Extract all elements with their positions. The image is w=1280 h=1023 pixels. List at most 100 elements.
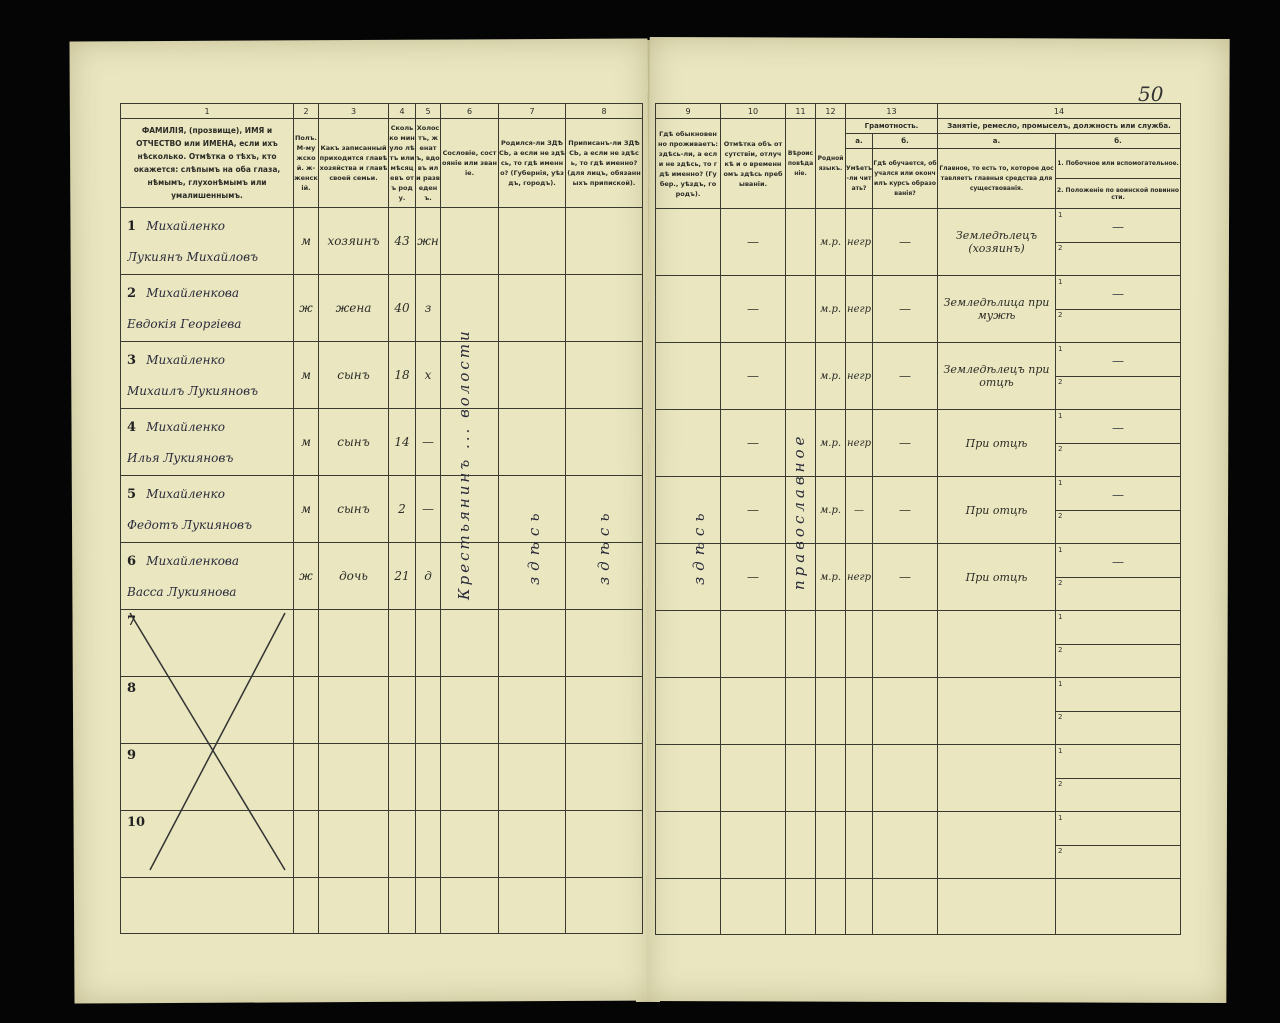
empty-cell [498,609,566,677]
vertical-entry-lives-here: здѣсь [690,507,708,586]
registered-cell [565,207,643,275]
row-number: 8 [127,681,137,696]
sub-number: 2 [1058,846,1063,855]
given-name: Федотъ Лукияновъ [127,518,253,532]
empty-cell [120,877,294,934]
empty-cell [565,810,643,878]
residence-cell [655,208,721,276]
empty-cell [785,610,816,678]
empty-cell [815,677,846,745]
empty-cell [498,810,566,878]
language-cell: м.р. [815,543,846,611]
absence-cell: — [720,208,786,276]
header-main-occupation: Главное, то есть то, которое доставляетъ… [937,148,1056,209]
empty-cell [937,878,1056,935]
empty-cell [498,877,566,934]
empty-cell [415,676,441,744]
occupation-cell: Земледѣлецъ (хозяинъ) [937,208,1056,276]
residence-cell [655,476,721,544]
side-occupation: — [1112,420,1124,435]
age-cell: 18 [388,341,416,409]
religion-cell [785,342,816,410]
subheader-letter: а. [845,133,873,149]
language-cell: м.р. [815,342,846,410]
empty-cell [937,744,1056,812]
column-header: Сколько минуло лѣтъ или мѣсяцевъ отъ род… [388,118,416,208]
empty-cell [565,877,643,934]
absence-cell: — [720,543,786,611]
empty-cell [318,877,389,934]
sub-number: 2 [1058,511,1063,520]
crossed-out-rows-mark [129,612,286,871]
marital-cell: — [415,475,441,543]
empty-cell [937,677,1056,745]
row-number: 3 [127,353,137,368]
empty-cell [293,743,319,811]
schooling-cell: — [872,275,938,343]
table-row: — м.р. негр — Земледѣлецъ при отцѣ 1—2 [655,342,1181,410]
estate-cell [440,542,499,610]
schooling-cell: — [872,543,938,611]
age-cell: 43 [388,207,416,275]
age-cell: 40 [388,274,416,342]
vertical-entry-estate: Крестьянинъ ... волости [455,328,473,600]
row-number: 4 [127,420,137,435]
age-cell: 2 [388,475,416,543]
empty-cell [440,676,499,744]
side-occupation-cell: 1 — 2 [1055,275,1181,343]
estate-cell [440,207,499,275]
sub-number: 1 [1058,210,1063,219]
absence-cell: — [720,409,786,477]
subheader-letter: а. [937,133,1056,149]
given-name: Лукиянъ Михайловъ [127,250,259,264]
sub-number: 1 [1058,411,1063,420]
sub-number: 2 [1058,712,1063,721]
census-table-right: 9 10 11 12 13 14 Гдѣ обыкновенно прожива… [655,103,1181,935]
schooling-cell: — [872,342,938,410]
name-cell: 9 [120,743,294,811]
born-cell [498,408,566,476]
empty-cell [1055,878,1181,935]
header-residence: Гдѣ обыкновенно проживаетъ: здѣсь-ли, а … [655,118,721,209]
relation-cell: сынъ [318,408,389,476]
column-header: Какъ записанный приходится главѣ хозяйст… [318,118,389,208]
empty-cell [845,610,873,678]
residence-cell [655,543,721,611]
marital-cell: з [415,274,441,342]
side-occupation-cell: 1 — 2 [1055,543,1181,611]
marital-cell: — [415,408,441,476]
given-name: Евдокія Георгіева [127,317,242,331]
sub-number: 1 [1058,612,1063,621]
empty-cell [318,676,389,744]
empty-cell [655,677,721,745]
occupation-cell: При отцѣ [937,409,1056,477]
table-footer [120,877,643,934]
occupation-cell: Земледѣлецъ при отцѣ [937,342,1056,410]
table-row: — м.р. — — При отцѣ 1—2 [655,476,1181,544]
sub-number: 1 [1058,478,1063,487]
vertical-entry-born-here: здѣсь [525,507,543,586]
side-occupation: — [1112,487,1124,502]
table-row: 2 Михайленкова Евдокія Георгіева ж жена 40 з [120,274,643,342]
row-number: 7 [127,614,137,629]
col-number: 6 [440,103,499,119]
vertical-entry-religion: православное [790,432,808,590]
empty-cell [872,610,938,678]
empty-cell [440,877,499,934]
sub-number: 1 [1058,746,1063,755]
column-header: Приписанъ-ли ЗДѢСЬ, а если не здѣсь, то … [565,118,643,208]
schooling-cell: — [872,476,938,544]
table-row-empty: 10 [120,810,643,878]
empty-cell [318,810,389,878]
name-cell: 10 [120,810,294,878]
row-number: 10 [127,815,146,830]
given-name: Михаилъ Лукияновъ [127,384,259,398]
table-row-empty: 9 [120,743,643,811]
sub-number: 1 [1058,344,1063,353]
column-header: Родился-ли ЗДѢСЬ, а если не здѣсь, то гд… [498,118,566,208]
column-header: Полъ. М-мужской. ж-женскій. [293,118,319,208]
table-row-empty: 8 [120,676,643,744]
